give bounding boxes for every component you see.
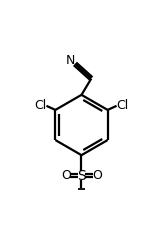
Text: S: S [77, 168, 86, 182]
Text: O: O [61, 169, 71, 182]
Text: N: N [66, 54, 75, 67]
Text: O: O [92, 169, 102, 182]
Text: Cl: Cl [34, 99, 46, 112]
Text: Cl: Cl [117, 99, 129, 112]
